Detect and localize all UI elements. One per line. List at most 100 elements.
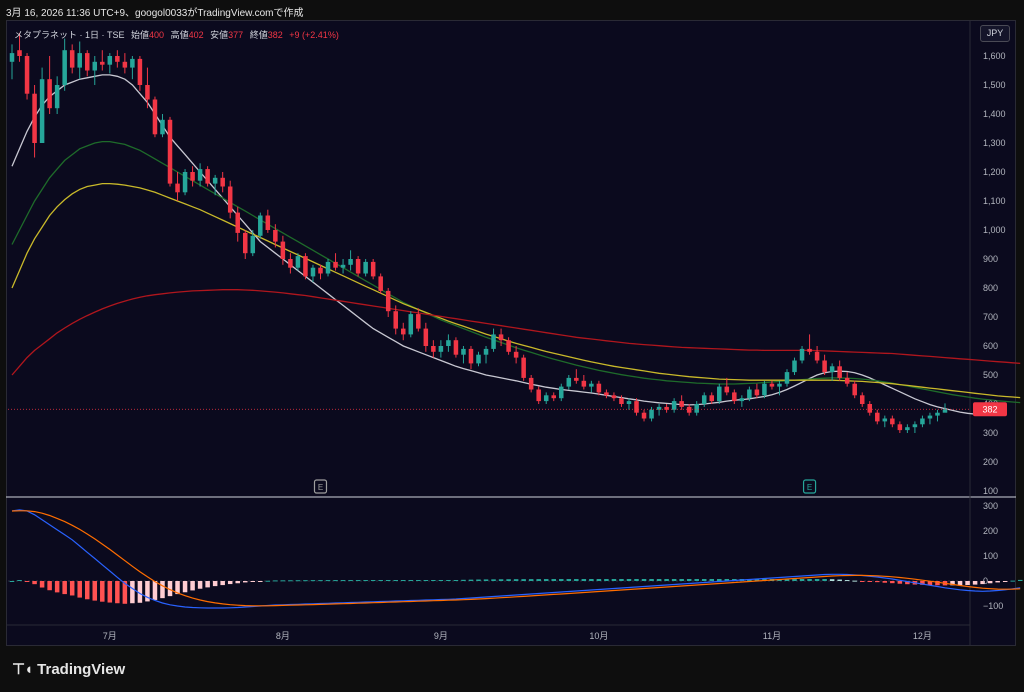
- macd-histogram-bar: [423, 580, 429, 582]
- macd-histogram-bar: [875, 581, 880, 583]
- candle-body: [310, 267, 316, 277]
- macd-histogram-bar: [137, 581, 143, 603]
- candle-body: [814, 351, 820, 361]
- macd-histogram-bar: [972, 581, 978, 585]
- candle-body: [446, 340, 451, 346]
- candle-body: [701, 395, 707, 404]
- candle-body: [905, 427, 910, 431]
- macd-histogram-bar: [822, 579, 827, 581]
- candle-body: [167, 119, 173, 184]
- candle-body: [822, 360, 827, 373]
- candle-body: [717, 386, 722, 402]
- price-tick-label: 1,300: [983, 138, 1006, 148]
- macd-histogram-bar: [227, 581, 233, 585]
- candle-body: [408, 314, 414, 335]
- candle-body: [611, 395, 617, 399]
- candle-body: [528, 377, 534, 390]
- ohlc-legend: メタプラネット · 1日 · TSE 始値400 高値402 安値377 終値3…: [14, 28, 339, 41]
- symbol-label[interactable]: メタプラネット · 1日 · TSE: [14, 30, 125, 40]
- candle-body: [77, 53, 82, 68]
- candle-body: [453, 340, 459, 355]
- macd-histogram-bar: [431, 580, 436, 582]
- candle-body: [100, 61, 105, 65]
- candle-body: [664, 406, 669, 410]
- macd-histogram-bar: [416, 580, 421, 582]
- price-tick-label: 1,600: [983, 51, 1006, 61]
- candle-body: [152, 99, 158, 135]
- candle-body: [175, 183, 180, 193]
- candle-body: [694, 404, 699, 413]
- watermark-text: 3月 16, 2026 11:36 UTC+9、googol0033がTradi…: [6, 8, 304, 19]
- macd-histogram-bar: [242, 581, 248, 583]
- macd-histogram-bar: [717, 579, 722, 581]
- candle-body: [875, 412, 880, 422]
- price-tick-label: 600: [983, 341, 998, 351]
- macd-histogram-bar: [47, 581, 52, 591]
- low-label: 安値: [210, 30, 229, 40]
- macd-histogram-bar: [686, 579, 692, 581]
- candle-body: [513, 351, 519, 358]
- candle-body: [747, 389, 752, 399]
- macd-histogram-bar: [9, 581, 15, 582]
- candle-body: [897, 424, 903, 431]
- candle-body: [762, 383, 767, 396]
- price-tick-label: 200: [983, 457, 998, 467]
- macd-histogram-bar: [581, 579, 587, 581]
- macd-histogram-bar: [634, 579, 639, 581]
- macd-histogram-bar: [197, 581, 203, 589]
- macd-histogram-bar: [32, 581, 37, 585]
- chart-frame[interactable]: [6, 20, 1016, 646]
- tradingview-logo[interactable]: ⊤◖ TradingView: [12, 660, 125, 678]
- macd-histogram-bar: [318, 580, 323, 582]
- candle-body: [890, 418, 895, 425]
- macd-histogram-bar: [980, 581, 985, 585]
- candle-body: [115, 56, 120, 62]
- candle-body: [686, 406, 692, 413]
- macd-histogram-bar: [333, 580, 338, 582]
- candle-body: [190, 172, 195, 181]
- macd-tick-label: 100: [983, 551, 998, 561]
- candle-body: [739, 398, 745, 402]
- sma-line-4: [11, 289, 1021, 376]
- macd-histogram-bar: [897, 581, 903, 584]
- macd-histogram-bar: [152, 581, 158, 600]
- macd-histogram-bar: [250, 581, 256, 582]
- candlesticks: [9, 32, 948, 433]
- candle-body: [837, 366, 842, 378]
- price-tick-label: 700: [983, 312, 998, 322]
- candle-body: [258, 215, 263, 236]
- macd-histogram-bar: [649, 579, 654, 581]
- macd-histogram-bar: [596, 579, 602, 581]
- price-tick-label: 1,400: [983, 109, 1006, 119]
- change-value: +9 (+2.41%): [289, 30, 339, 40]
- macd-histogram-bar: [498, 579, 504, 581]
- candle-body: [423, 328, 429, 346]
- signal-line: [11, 510, 1021, 607]
- candle-body: [205, 169, 210, 184]
- macd-histogram-bar: [641, 579, 647, 581]
- open-value: 400: [149, 30, 165, 40]
- candle-body: [942, 409, 948, 413]
- macd-histogram-bar: [115, 581, 120, 604]
- macd-histogram-bar: [363, 580, 368, 582]
- macd-histogram-bar: [175, 581, 180, 595]
- currency-button[interactable]: JPY: [980, 25, 1010, 42]
- macd-histogram-bar: [77, 581, 82, 598]
- candle-body: [280, 241, 286, 259]
- macd-histogram-bar: [288, 580, 293, 582]
- macd-histogram-bar: [190, 581, 195, 591]
- macd-histogram-bar: [355, 580, 361, 582]
- macd-histogram-bar: [671, 579, 677, 581]
- candle-body: [844, 377, 850, 384]
- candle-body: [250, 235, 256, 254]
- candle-body: [581, 380, 587, 387]
- macd-histogram-bar: [709, 579, 715, 581]
- macd-histogram-bar: [1002, 581, 1008, 582]
- macd-histogram-bar: [754, 579, 760, 581]
- macd-histogram-bar: [1010, 580, 1015, 582]
- last-price-tag: [973, 402, 1007, 417]
- candle-body: [340, 264, 346, 268]
- price-tick-label: 500: [983, 370, 998, 380]
- candle-body: [122, 61, 128, 68]
